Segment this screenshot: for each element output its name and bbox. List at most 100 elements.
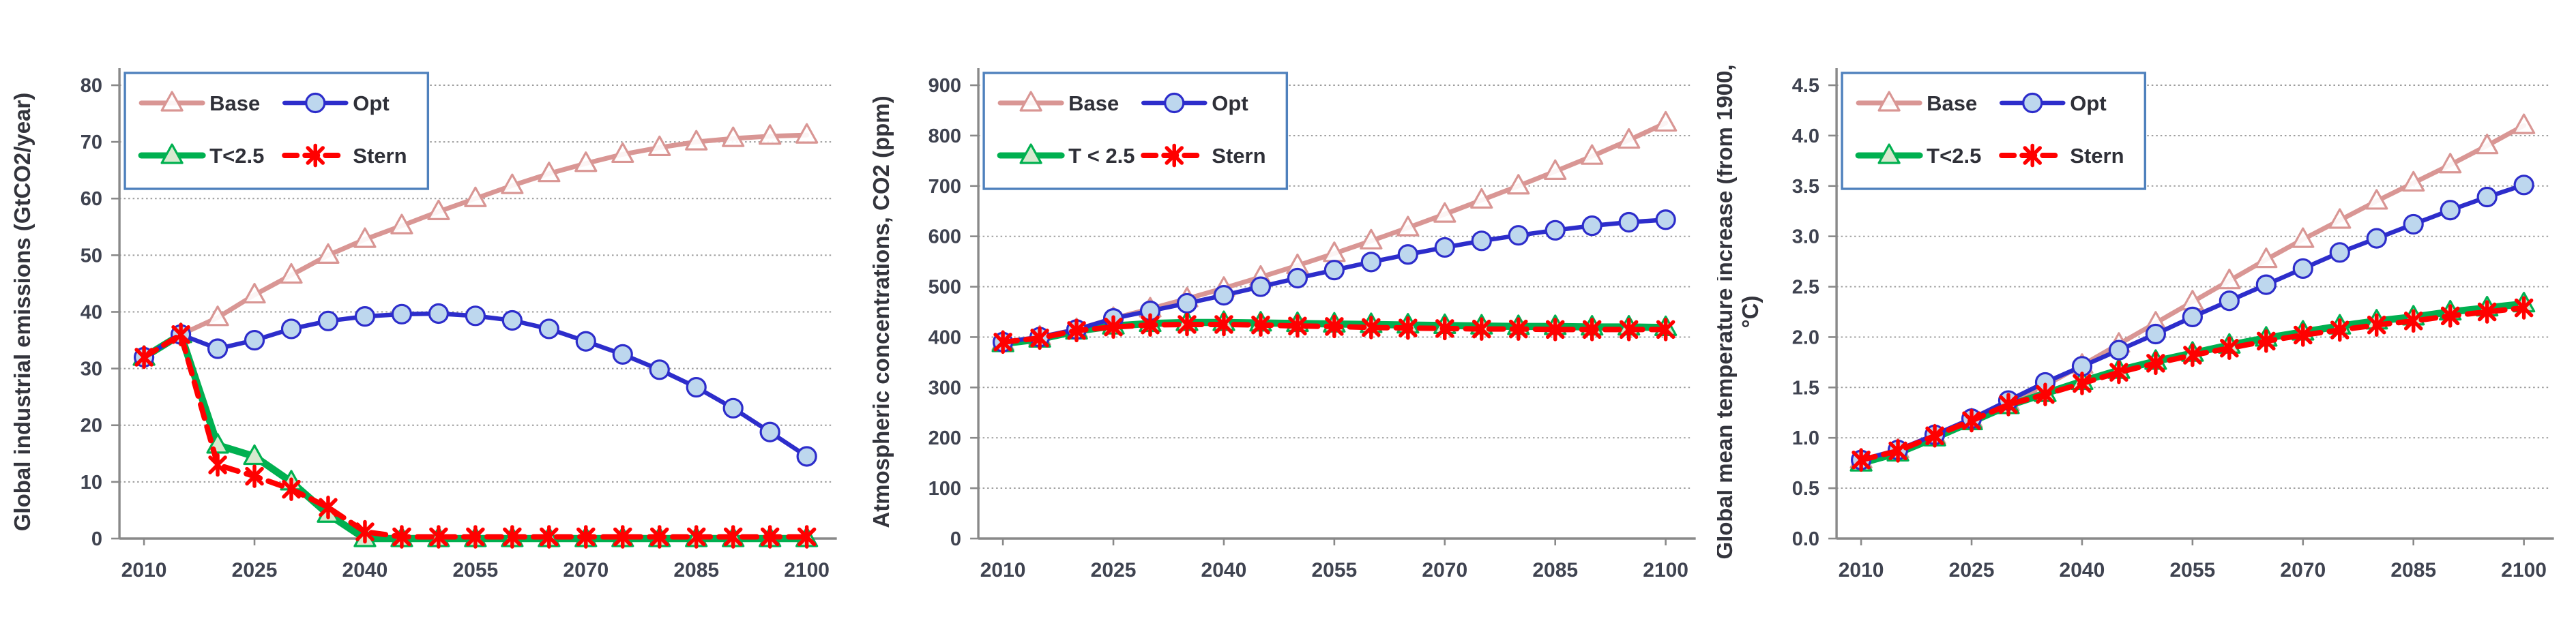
series-opt-marker	[1213, 285, 1234, 306]
series-opt-marker	[207, 338, 229, 359]
legend-entry-stern: Stern	[1140, 143, 1265, 168]
legend-label: Base	[209, 91, 260, 115]
series-stern-marker	[2367, 315, 2386, 335]
x-tick-label: 2055	[452, 559, 498, 582]
y-tick-label: 80	[80, 75, 102, 97]
legend-box	[982, 72, 1288, 190]
series-base-marker	[2328, 208, 2352, 229]
legend: Base Opt T<2.5 Stern	[1841, 72, 2147, 190]
legend-sample-marker	[1019, 91, 1042, 112]
legend-sample-marker	[1163, 92, 1185, 114]
x-tick-label: 2085	[673, 559, 719, 582]
series-opt-marker	[575, 331, 596, 352]
legend-label: Opt	[1212, 91, 1248, 115]
series-stern-marker	[1324, 317, 1344, 336]
legend-sample-marker	[2023, 146, 2043, 165]
series-opt-marker	[1471, 230, 1492, 252]
series-stern-marker	[2257, 331, 2276, 351]
series-opt-marker	[2256, 274, 2277, 295]
series-stern-marker	[1103, 317, 1123, 337]
series-stern-marker	[1852, 450, 1871, 470]
series-opt-marker	[2366, 228, 2388, 249]
series-stern-marker	[2330, 320, 2350, 339]
series-opt-marker	[686, 376, 707, 398]
series-t25-line	[140, 331, 810, 543]
series-stern-marker	[171, 325, 190, 344]
series-opt-marker	[501, 310, 523, 331]
series-stern-marker	[1250, 315, 1270, 335]
series-base-marker	[2218, 269, 2241, 290]
series-stern-marker	[723, 527, 743, 547]
series-base-marker	[2365, 189, 2388, 210]
chart-panel-co2-concentrations: Base Opt T < 2.5 Stern 0 100 200 300 400 500 600 70…	[858, 0, 1718, 619]
series-stern-marker	[2036, 384, 2055, 404]
y-tick-label: 2.0	[1792, 327, 1819, 348]
co2-concentrations-chart: Base Opt T < 2.5 Stern 0 100 200 300 400 500 600 70…	[868, 68, 1696, 582]
chart-panel-emissions: Base Opt T<2.5 Stern 0 10 20 30 40 50 60 70 80 2010 20…	[0, 0, 859, 619]
x-tick-label: 2085	[1532, 559, 1578, 582]
series-base-marker	[1359, 228, 1383, 250]
series-base-marker	[648, 135, 671, 157]
y-tick-label: 300	[928, 377, 961, 399]
chart-panel-temperature: Base Opt T<2.5 Stern 0.0 0.5 1.0 1.5 2.0 2.5 3.0 3.…	[1717, 0, 2576, 619]
x-tick-label: 2055	[1311, 559, 1357, 582]
series-stern-marker	[134, 348, 153, 367]
series-t25-line	[1858, 300, 2528, 467]
x-tick-label: 2070	[2281, 559, 2326, 582]
series-base-marker	[353, 227, 377, 248]
series-stern-marker	[1508, 319, 1528, 339]
y-tick-label: 900	[928, 75, 961, 97]
legend-box	[123, 72, 430, 190]
series-opt-marker	[1508, 225, 1529, 246]
series-opt-marker	[317, 310, 339, 331]
series-opt-line	[141, 311, 809, 459]
series-stern-marker	[282, 479, 301, 499]
y-tick-label: 20	[80, 415, 102, 437]
legend-entry-t25: T<2.5	[138, 143, 264, 168]
series-opt-marker	[2330, 242, 2351, 263]
series-opt-marker	[280, 318, 302, 339]
series-stern-marker	[1066, 321, 1086, 340]
y-tick-label: 40	[80, 302, 102, 324]
series-base-marker	[611, 142, 634, 164]
series-opt-marker	[1545, 220, 1566, 241]
x-tick-label: 2025	[232, 559, 278, 582]
series-opt-marker	[1176, 292, 1197, 314]
series-base-marker	[243, 282, 266, 304]
series-opt-marker	[2440, 200, 2461, 221]
series-base-marker	[1543, 159, 1566, 180]
temperature-chart: Base Opt T<2.5 Stern 0.0 0.5 1.0 1.5 2.0 2.5 3.0 3.…	[1717, 64, 2554, 582]
series-opt-marker	[2219, 290, 2240, 312]
series-opt-marker	[796, 446, 817, 467]
legend-label: Stern	[1212, 144, 1265, 168]
legend-entry-t25: T < 2.5	[997, 143, 1135, 168]
series-stern-marker	[613, 527, 632, 547]
x-tick-label: 2070	[1422, 559, 1467, 582]
series-base-marker	[1469, 187, 1493, 209]
y-tick-label: 3.0	[1792, 226, 1819, 248]
y-axis-title: Atmospheric concentrations, CO2 (ppm)	[868, 95, 894, 528]
series-opt-marker	[1323, 260, 1345, 281]
x-tick-label: 2070	[563, 559, 609, 582]
series-base-marker	[1396, 215, 1420, 237]
series-stern-line	[1858, 305, 2527, 463]
series-base-marker	[2402, 170, 2425, 192]
series-opt-marker	[244, 329, 265, 351]
legend-label: Stern	[2070, 144, 2124, 168]
series-opt-marker	[722, 397, 744, 419]
series-base-marker	[574, 151, 598, 172]
y-tick-label: 700	[928, 176, 961, 198]
legend-label: Stern	[353, 144, 407, 168]
x-tick-label: 2100	[1643, 559, 1688, 582]
series-stern-marker	[429, 527, 448, 547]
y-axis-title: Global industrial emissions (GtCO2/year)	[10, 93, 35, 532]
series-stern-marker	[1030, 329, 1049, 348]
series-opt-marker	[465, 305, 486, 327]
y-tick-label: 70	[80, 132, 102, 153]
y-tick-label: 1.0	[1792, 427, 1819, 449]
series-stern-marker	[245, 466, 264, 486]
y-tick-label: 0	[950, 528, 961, 550]
series-stern-marker	[1287, 316, 1307, 335]
series-base-marker	[1506, 174, 1530, 195]
